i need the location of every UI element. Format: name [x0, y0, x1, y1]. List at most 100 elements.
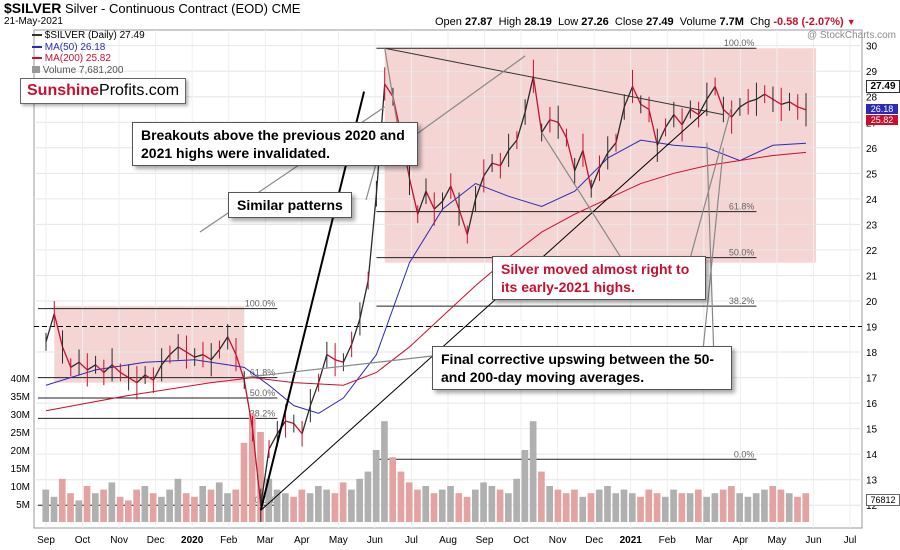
volume-bar [182, 493, 190, 522]
price-segment [384, 83, 394, 98]
volume-bar [215, 482, 223, 522]
volume-bar [257, 432, 264, 522]
price-segment [136, 374, 146, 384]
price-segment [673, 114, 683, 126]
price-segment [681, 109, 691, 126]
x-tick-label: May [329, 535, 348, 546]
volume-bar [628, 493, 636, 522]
price-segment [293, 423, 303, 435]
price-segment [45, 313, 55, 343]
price-segment [285, 420, 295, 425]
fib-right-label: 61.8% [729, 202, 755, 212]
volume-bar [529, 421, 537, 522]
volume-bar [83, 486, 91, 522]
price-segment [764, 93, 774, 100]
volume-tag: 76812 [866, 494, 900, 506]
price-segment [408, 178, 419, 215]
y-tick-label: 17 [866, 374, 878, 385]
fib-left-label: 0.0% [255, 495, 276, 505]
volume-bar [265, 478, 273, 522]
callout-final-upswing: Final corrective upswing between the 50-… [432, 346, 732, 390]
volume-bar [191, 496, 198, 522]
x-tick-label: Jun [805, 535, 821, 546]
x-tick-label: Sep [476, 535, 494, 546]
price-segment [120, 371, 129, 379]
callout-pointer [541, 132, 621, 257]
volume-bar [372, 450, 380, 522]
volume-bar [496, 489, 504, 522]
volume-bar [777, 489, 785, 522]
y-tick-label: 26 [866, 144, 878, 155]
price-tag: 27.49 [866, 80, 900, 93]
volume-bar [50, 496, 58, 522]
volume-bar [414, 489, 421, 522]
price-segment [235, 354, 245, 381]
volume-bar [802, 493, 810, 522]
x-tick-label: May [767, 535, 786, 546]
price-segment [491, 162, 501, 167]
declining-trendline [384, 47, 724, 116]
legend-volume: Volume 7,681,200 [32, 65, 145, 77]
y-tick-label: 15 [866, 425, 878, 436]
volume-tick-label: 10M [11, 482, 30, 493]
fib-left-label: 100.0% [245, 299, 276, 309]
y-tick-label: 25 [866, 169, 878, 180]
x-tick-label: Aug [439, 535, 457, 546]
volume-tick-label: 40M [11, 374, 30, 385]
volume-bar [761, 489, 768, 522]
fib-right-label: 100.0% [724, 38, 755, 48]
y-tick-label: 23 [866, 220, 878, 231]
price-segment [756, 93, 766, 100]
volume-bar [281, 493, 289, 522]
price-segment [541, 119, 551, 133]
price-segment [417, 190, 427, 215]
volume-bar [711, 493, 719, 522]
price-segment [218, 336, 229, 350]
legend-ma200: MA(200) 25.82 [32, 53, 145, 65]
chart-legend: $SILVER (Daily) 27.49 MA(50) 26.18 MA(20… [32, 30, 145, 76]
price-segment [731, 106, 741, 118]
volume-bar [488, 486, 496, 522]
description: Silver - Continuous Contract (EOD) [64, 1, 268, 16]
price-segment [309, 382, 320, 406]
price-segment [623, 86, 634, 108]
price-segment [342, 344, 353, 363]
price-segment [111, 364, 121, 373]
chg-down-icon: ▼ [846, 17, 856, 27]
fib-right-label: 0.0% [734, 449, 755, 459]
volume-bar [480, 482, 487, 522]
volume-bar [703, 496, 710, 522]
volume-bar [158, 496, 165, 522]
y-tick-label: 24 [866, 195, 878, 206]
price-segment [351, 318, 361, 345]
callout-pointer [244, 355, 433, 379]
price-segment [772, 98, 782, 105]
volume-bar [645, 489, 653, 522]
volume-bar [736, 493, 743, 522]
volume-bar [785, 493, 793, 522]
fib-left-label: 38.2% [250, 408, 276, 418]
x-tick-label: Sep [37, 535, 55, 546]
price-segment [557, 121, 568, 138]
price-segment [301, 405, 311, 434]
legend-ma50: MA(50) 26.18 [32, 42, 145, 54]
volume-bar [604, 486, 611, 522]
price-segment [53, 313, 64, 348]
y-tick-label: 12 [866, 501, 878, 512]
volume-bar [752, 493, 760, 522]
price-segment [739, 101, 749, 108]
volume-value: 7.7M [719, 16, 744, 28]
volume-bar [769, 486, 777, 522]
volume-bar [356, 478, 363, 522]
x-tick-label: Oct [75, 535, 91, 546]
open-value: 27.87 [464, 16, 493, 28]
price-segment [590, 167, 601, 189]
volume-tick-label: 5M [16, 500, 30, 511]
volume-bar [513, 478, 520, 522]
volume-bar [67, 493, 74, 522]
price-segment [508, 139, 518, 151]
volume-bar [546, 486, 553, 522]
volume-bar [653, 493, 661, 522]
volume-bar [108, 482, 116, 522]
volume-bar [75, 500, 83, 522]
